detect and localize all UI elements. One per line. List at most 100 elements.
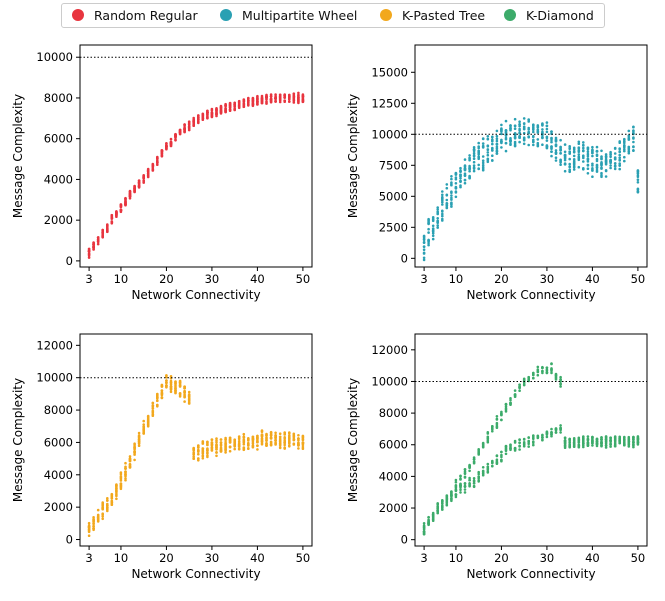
- data-point: [559, 431, 562, 434]
- data-point: [582, 141, 585, 144]
- data-point: [174, 380, 177, 383]
- data-point: [532, 127, 535, 130]
- data-point: [187, 390, 191, 394]
- data-point: [219, 106, 223, 110]
- data-point: [247, 104, 250, 107]
- data-point: [532, 443, 535, 447]
- data-point: [151, 404, 155, 407]
- data-point: [206, 447, 209, 450]
- data-point: [491, 135, 494, 139]
- y-tick-label: 12000: [36, 338, 73, 352]
- data-point: [613, 165, 617, 168]
- data-point: [623, 155, 626, 159]
- data-point: [237, 443, 241, 446]
- data-point: [101, 512, 104, 515]
- data-point: [165, 147, 168, 150]
- data-point: [568, 440, 571, 444]
- data-point: [133, 453, 136, 456]
- data-point: [527, 135, 530, 138]
- data-point: [559, 385, 562, 388]
- data-point: [595, 168, 599, 172]
- data-point: [169, 386, 173, 389]
- data-point: [445, 194, 449, 197]
- data-point: [146, 174, 150, 177]
- data-point: [541, 123, 544, 126]
- data-point: [500, 418, 503, 422]
- data-point: [445, 497, 449, 501]
- data-point: [463, 488, 467, 491]
- y-tick-label: 0: [401, 251, 408, 265]
- data-point: [572, 439, 576, 443]
- data-point: [577, 437, 581, 441]
- data-point: [582, 160, 585, 163]
- x-axis-label: Network Connectivity: [131, 567, 260, 581]
- legend-label: Multipartite Wheel: [242, 8, 358, 23]
- data-point: [224, 444, 227, 447]
- data-point: [513, 144, 517, 148]
- data-point: [146, 418, 150, 422]
- data-point: [472, 481, 476, 485]
- data-point: [477, 167, 481, 170]
- data-point: [174, 133, 177, 137]
- data-point: [541, 128, 544, 131]
- data-point: [500, 458, 503, 462]
- x-tick-label: 20: [494, 551, 509, 565]
- data-point: [242, 443, 246, 446]
- data-point: [265, 436, 268, 439]
- data-point: [582, 442, 585, 446]
- data-point: [491, 429, 494, 433]
- data-point: [618, 156, 621, 159]
- data-point: [495, 415, 499, 418]
- data-point: [513, 124, 517, 127]
- y-tick-label: 8000: [44, 403, 73, 417]
- data-point: [495, 421, 499, 425]
- data-point: [233, 443, 236, 447]
- data-point: [301, 100, 305, 104]
- y-tick-label: 15000: [371, 65, 408, 79]
- legend-label: K-Diamond: [526, 8, 594, 23]
- data-point: [591, 162, 594, 166]
- data-point: [532, 437, 535, 441]
- data-point: [481, 470, 485, 474]
- data-point: [274, 431, 277, 435]
- data-point: [247, 439, 250, 442]
- data-point: [174, 389, 177, 392]
- data-point: [518, 123, 521, 126]
- data-point: [522, 117, 526, 120]
- data-point: [572, 159, 576, 163]
- data-point: [106, 225, 109, 229]
- data-point: [609, 164, 612, 167]
- data-point: [504, 149, 508, 153]
- data-point: [441, 200, 444, 204]
- x-tick-label: 20: [494, 272, 509, 286]
- data-point: [536, 369, 540, 373]
- data-point: [101, 228, 104, 232]
- data-point: [96, 516, 100, 520]
- data-point: [219, 438, 223, 441]
- data-point: [422, 248, 426, 251]
- data-point: [550, 145, 553, 148]
- data-point: [160, 393, 164, 397]
- data-point: [527, 442, 530, 446]
- data-point: [463, 468, 467, 471]
- data-point: [472, 164, 476, 167]
- data-point: [265, 439, 268, 442]
- chart-panel: 3 10 20 30 40 50 0 2000 4000 6000 8000 10000 Network…: [11, 44, 313, 302]
- data-point: [609, 166, 612, 170]
- data-point: [591, 175, 594, 178]
- data-point: [454, 185, 458, 189]
- data-point: [509, 124, 512, 127]
- data-point: [219, 441, 223, 444]
- x-tick-label: 40: [250, 551, 265, 565]
- data-point: [242, 438, 246, 442]
- data-point: [242, 435, 246, 439]
- data-point: [618, 167, 621, 171]
- data-point: [491, 425, 494, 428]
- data-point: [477, 475, 481, 479]
- data-point: [165, 374, 168, 377]
- data-point: [210, 438, 214, 441]
- data-point: [242, 432, 246, 436]
- data-point: [156, 163, 159, 166]
- data-point: [500, 140, 503, 143]
- data-point: [577, 156, 581, 160]
